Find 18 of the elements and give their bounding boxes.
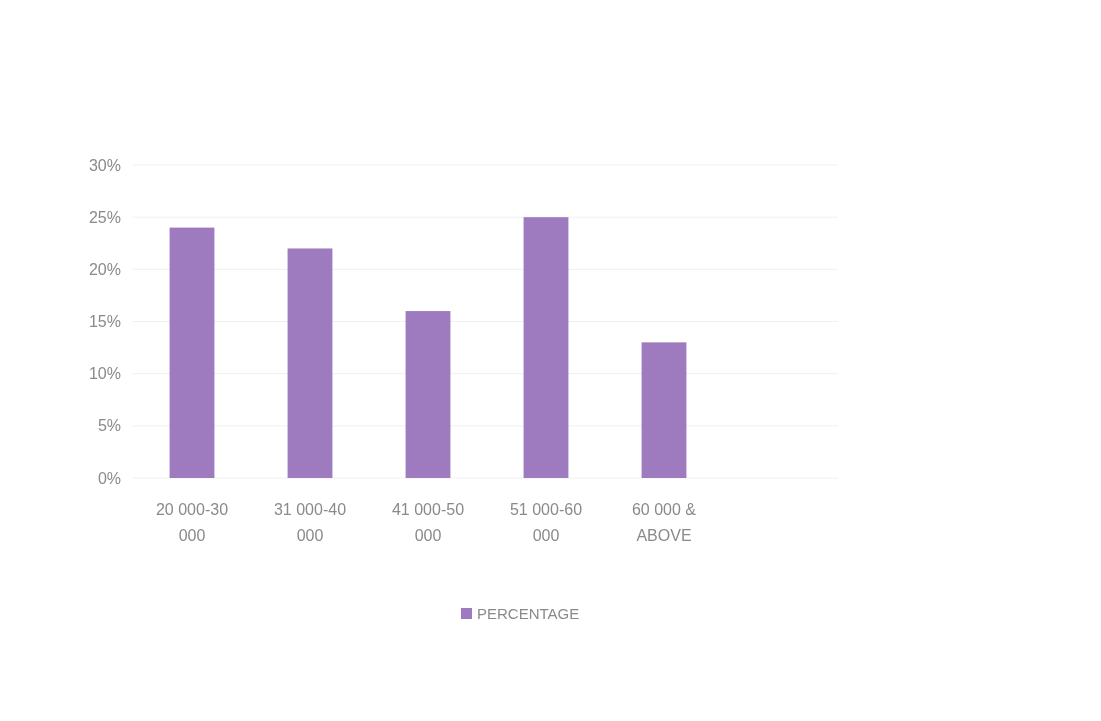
- bar: [169, 227, 215, 478]
- x-tick-label: 31 000-40 000: [273, 501, 347, 544]
- x-tick-label: 60 000 & ABOVE: [631, 501, 697, 544]
- bar: [287, 248, 333, 478]
- y-tick-label: 5%: [97, 417, 121, 435]
- bar: [523, 217, 569, 478]
- y-tick-label: 10%: [88, 365, 121, 383]
- y-tick-label: 25%: [88, 208, 121, 226]
- x-tick-label: 41 000-50 000: [391, 501, 465, 544]
- legend-label: PERCENTAGE: [477, 605, 580, 623]
- bar: [641, 342, 687, 478]
- y-tick-label: 15%: [88, 313, 121, 331]
- x-tick-label: 51 000-60 000: [509, 501, 583, 544]
- bar: [405, 311, 451, 478]
- x-tick-label: 20 000-30 000: [155, 501, 229, 544]
- y-tick-label: 30%: [88, 156, 121, 174]
- y-tick-label: 20%: [88, 260, 121, 278]
- y-tick-label: 0%: [97, 469, 121, 487]
